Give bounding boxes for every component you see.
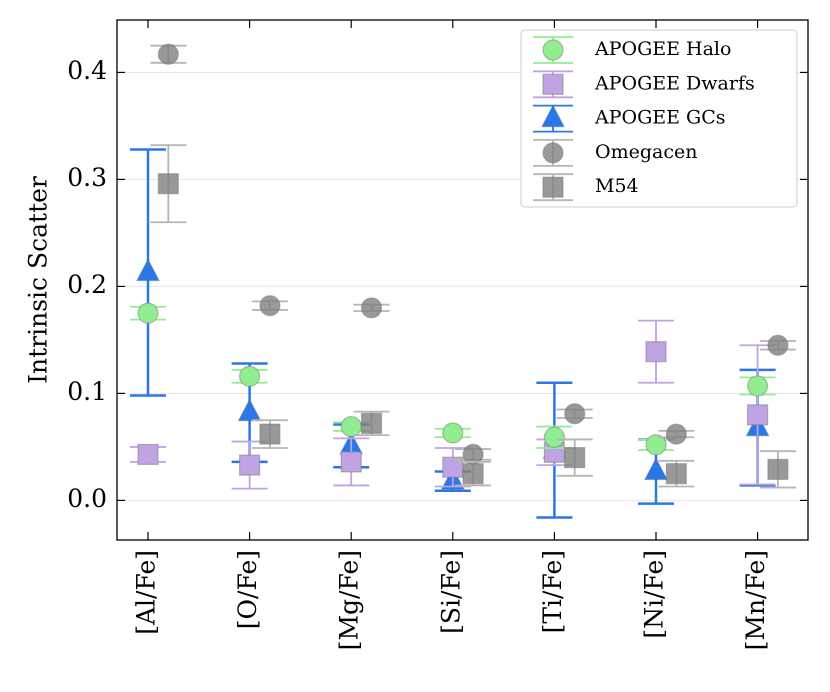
- data-point: [665, 423, 687, 445]
- legend-label: APOGEE Dwarfs: [594, 72, 755, 94]
- data-point: [136, 258, 160, 282]
- data-point: [259, 295, 281, 317]
- data-point: [767, 458, 789, 480]
- data-point: [340, 451, 362, 473]
- legend-marker: [542, 39, 564, 61]
- data-point: [543, 426, 566, 448]
- data-point: [462, 463, 484, 485]
- data-point: [360, 297, 383, 319]
- data-point: [157, 173, 179, 195]
- data-point: [564, 403, 586, 425]
- x-tick-label: [Ni/Fe]: [640, 550, 669, 639]
- y-tick-label: 0.0: [67, 484, 107, 513]
- legend-label: APOGEE Halo: [594, 38, 731, 60]
- legend-marker: [542, 73, 564, 95]
- y-axis-label: Intrinsic Scatter: [24, 176, 53, 384]
- legend-label: Omegacen: [595, 141, 697, 163]
- data-point: [137, 443, 159, 466]
- data-point: [340, 415, 362, 438]
- data-point: [665, 463, 687, 485]
- data-point: [746, 375, 769, 397]
- legend-label: M54: [595, 175, 639, 197]
- data-point: [259, 423, 281, 445]
- data-point: [644, 457, 668, 481]
- legend-box: [520, 29, 798, 208]
- data-point: [564, 447, 586, 469]
- legend-marker: [542, 176, 564, 198]
- y-tick-label: 0.4: [67, 56, 107, 85]
- data-point: [239, 454, 261, 476]
- data-point: [767, 334, 789, 356]
- x-tick-label: [Ti/Fe]: [538, 550, 567, 633]
- data-point: [157, 43, 179, 65]
- data-point: [645, 434, 667, 456]
- y-tick-label: 0.3: [67, 163, 107, 192]
- x-tick-label: [Mn/Fe]: [741, 550, 770, 650]
- y-tick-label: 0.2: [67, 270, 107, 299]
- data-point: [442, 422, 464, 444]
- plot-frame: [116, 19, 809, 541]
- x-tick-label: [Si/Fe]: [436, 550, 465, 634]
- legend-label: APOGEE GCs: [594, 107, 726, 129]
- data-point: [645, 341, 667, 363]
- data-point: [360, 412, 383, 434]
- data-point: [137, 302, 159, 324]
- legend-marker: [541, 104, 565, 128]
- y-tick-label: 0.1: [67, 377, 107, 406]
- legend-marker: [542, 142, 564, 164]
- data-point: [239, 365, 261, 387]
- x-tick-label: [Al/Fe]: [132, 550, 161, 635]
- x-tick-label: [Mg/Fe]: [335, 550, 364, 650]
- x-tick-label: [O/Fe]: [233, 550, 262, 629]
- data-point: [746, 404, 769, 426]
- data-point: [237, 398, 262, 422]
